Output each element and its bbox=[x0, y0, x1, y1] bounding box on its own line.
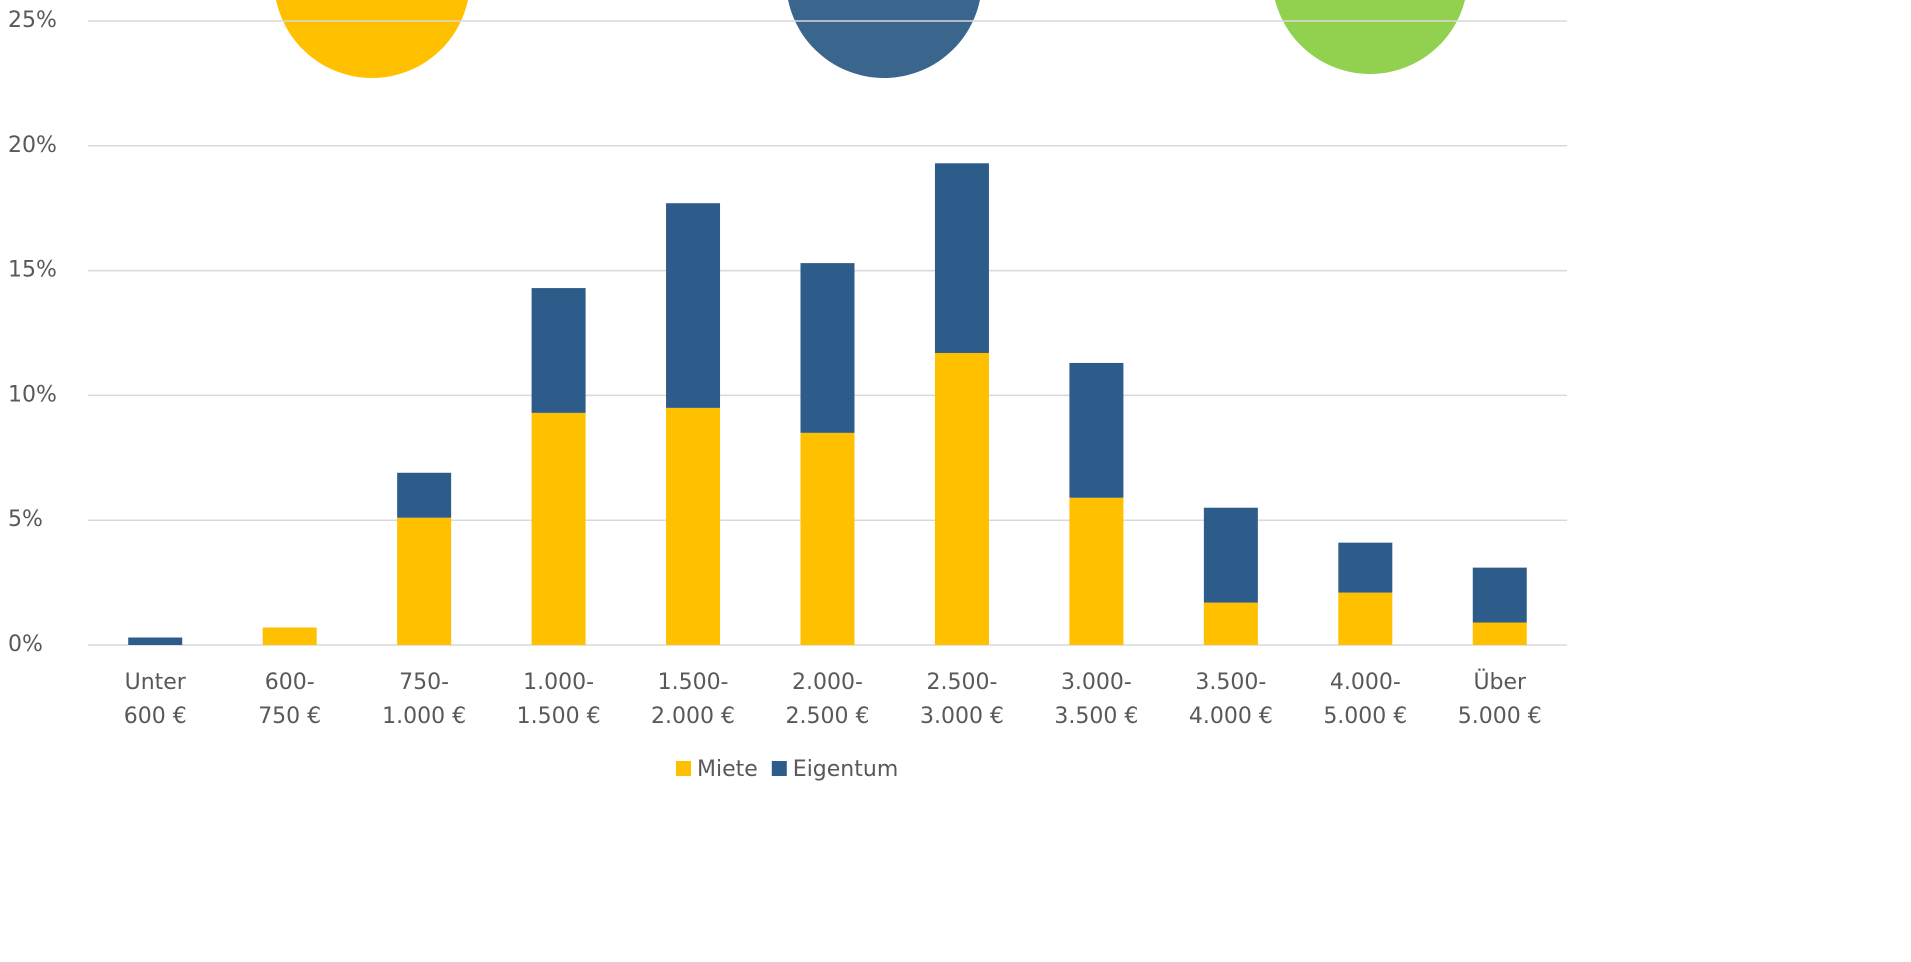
bar bbox=[1069, 497, 1124, 645]
bar bbox=[128, 637, 183, 645]
bar bbox=[262, 627, 317, 645]
x-tick-label: 750 € bbox=[258, 704, 321, 729]
bar bbox=[531, 412, 586, 645]
x-tick-label: 3.000- bbox=[1061, 670, 1132, 695]
decor-circle bbox=[276, 0, 468, 78]
bar bbox=[397, 517, 452, 645]
bar bbox=[531, 288, 586, 413]
bar bbox=[1203, 602, 1258, 645]
y-tick-label: 5% bbox=[8, 507, 43, 532]
bar bbox=[666, 407, 721, 645]
bar bbox=[1472, 567, 1527, 623]
bar bbox=[397, 472, 452, 518]
y-tick-label: 25% bbox=[8, 8, 57, 33]
x-tick-label: 2.500- bbox=[926, 670, 997, 695]
legend-swatch bbox=[676, 761, 691, 776]
bar bbox=[1472, 622, 1527, 645]
x-tick-label: 2.000 € bbox=[651, 704, 735, 729]
bar bbox=[1203, 507, 1258, 603]
x-tick-label: 3.500- bbox=[1195, 670, 1266, 695]
x-tick-label: 3.000 € bbox=[920, 704, 1004, 729]
bar bbox=[800, 263, 855, 433]
y-tick-label: 0% bbox=[8, 632, 43, 657]
x-tick-label: 4.000 € bbox=[1189, 704, 1273, 729]
y-tick-label: 10% bbox=[8, 382, 57, 407]
x-tick-label: 3.500 € bbox=[1054, 704, 1138, 729]
bar bbox=[934, 163, 989, 353]
x-tick-label: 600- bbox=[265, 670, 315, 695]
x-tick-label: 2.000- bbox=[792, 670, 863, 695]
bar bbox=[800, 432, 855, 645]
legend-swatch bbox=[771, 761, 787, 776]
bar bbox=[1069, 362, 1124, 498]
x-tick-label: 1.500 € bbox=[517, 704, 601, 729]
bar bbox=[934, 352, 989, 645]
y-tick-label: 15% bbox=[8, 258, 57, 283]
legend-label: Miete bbox=[697, 757, 758, 782]
legend-label: Eigentum bbox=[793, 757, 898, 782]
decor-circle bbox=[788, 0, 980, 78]
bar bbox=[666, 203, 721, 408]
x-tick-label: Über bbox=[1473, 669, 1527, 695]
x-tick-label: Unter bbox=[125, 670, 187, 695]
x-tick-label: 750- bbox=[399, 670, 449, 695]
y-tick-label: 20% bbox=[8, 133, 57, 158]
x-tick-label: 1.000 € bbox=[382, 704, 466, 729]
x-tick-label: 2.500 € bbox=[786, 704, 870, 729]
x-tick-label: 1.500- bbox=[658, 670, 729, 695]
bar bbox=[1338, 592, 1393, 645]
decor-circle bbox=[1275, 0, 1465, 74]
x-tick-label: 5.000 € bbox=[1458, 704, 1542, 729]
x-tick-label: 4.000- bbox=[1330, 670, 1401, 695]
x-tick-label: 5.000 € bbox=[1323, 704, 1407, 729]
x-tick-label: 1.000- bbox=[523, 670, 594, 695]
x-tick-label: 600 € bbox=[124, 704, 187, 729]
bar bbox=[1338, 542, 1393, 593]
